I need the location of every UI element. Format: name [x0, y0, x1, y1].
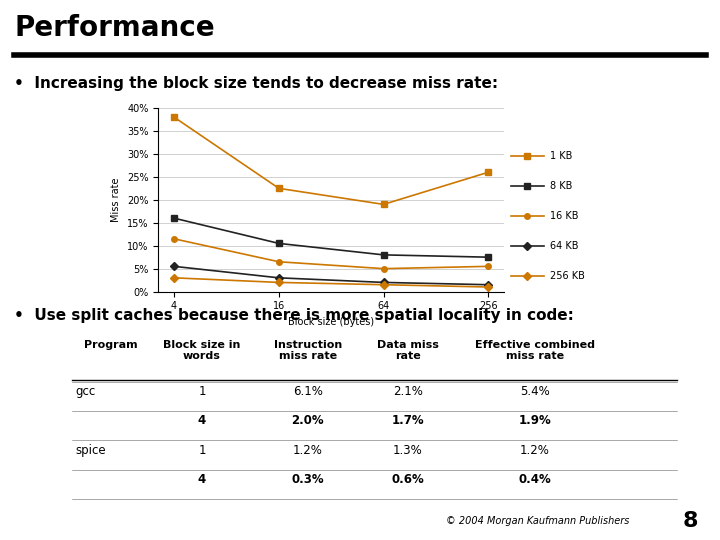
Text: 2.0%: 2.0%	[292, 414, 324, 427]
Text: Performance: Performance	[14, 14, 215, 42]
Text: 1.7%: 1.7%	[392, 414, 424, 427]
Text: 1: 1	[198, 385, 206, 398]
Text: Instruction
miss rate: Instruction miss rate	[274, 340, 342, 361]
Text: gcc: gcc	[75, 385, 95, 398]
Text: 4: 4	[198, 473, 206, 486]
Text: Program: Program	[84, 340, 138, 350]
Text: © 2004 Morgan Kaufmann Publishers: © 2004 Morgan Kaufmann Publishers	[446, 516, 630, 526]
Text: 16 KB: 16 KB	[550, 211, 579, 221]
Text: 1: 1	[198, 444, 206, 457]
Text: •  Increasing the block size tends to decrease miss rate:: • Increasing the block size tends to dec…	[14, 76, 498, 91]
Text: 1.3%: 1.3%	[393, 444, 423, 457]
Text: 1 KB: 1 KB	[550, 151, 572, 160]
Text: 256 KB: 256 KB	[550, 272, 585, 281]
Text: Effective combined
miss rate: Effective combined miss rate	[474, 340, 595, 361]
Text: 0.3%: 0.3%	[292, 473, 324, 486]
Text: 8: 8	[683, 511, 698, 531]
Y-axis label: Miss rate: Miss rate	[112, 178, 122, 222]
Text: 6.1%: 6.1%	[293, 385, 323, 398]
Text: 64 KB: 64 KB	[550, 241, 579, 251]
Text: 1.2%: 1.2%	[520, 444, 549, 457]
Text: spice: spice	[75, 444, 106, 457]
Text: 1.9%: 1.9%	[518, 414, 551, 427]
Text: Block size in
words: Block size in words	[163, 340, 240, 361]
Text: 4: 4	[198, 414, 206, 427]
Text: •  Use split caches because there is more spatial locality in code:: • Use split caches because there is more…	[14, 308, 575, 323]
Text: 0.4%: 0.4%	[518, 473, 551, 486]
Text: Data miss
rate: Data miss rate	[377, 340, 438, 361]
X-axis label: Block size (bytes): Block size (bytes)	[288, 317, 374, 327]
Text: 2.1%: 2.1%	[392, 385, 423, 398]
Text: 8 KB: 8 KB	[550, 181, 572, 191]
Text: 1.2%: 1.2%	[293, 444, 323, 457]
Text: 0.6%: 0.6%	[391, 473, 424, 486]
Text: 5.4%: 5.4%	[520, 385, 549, 398]
